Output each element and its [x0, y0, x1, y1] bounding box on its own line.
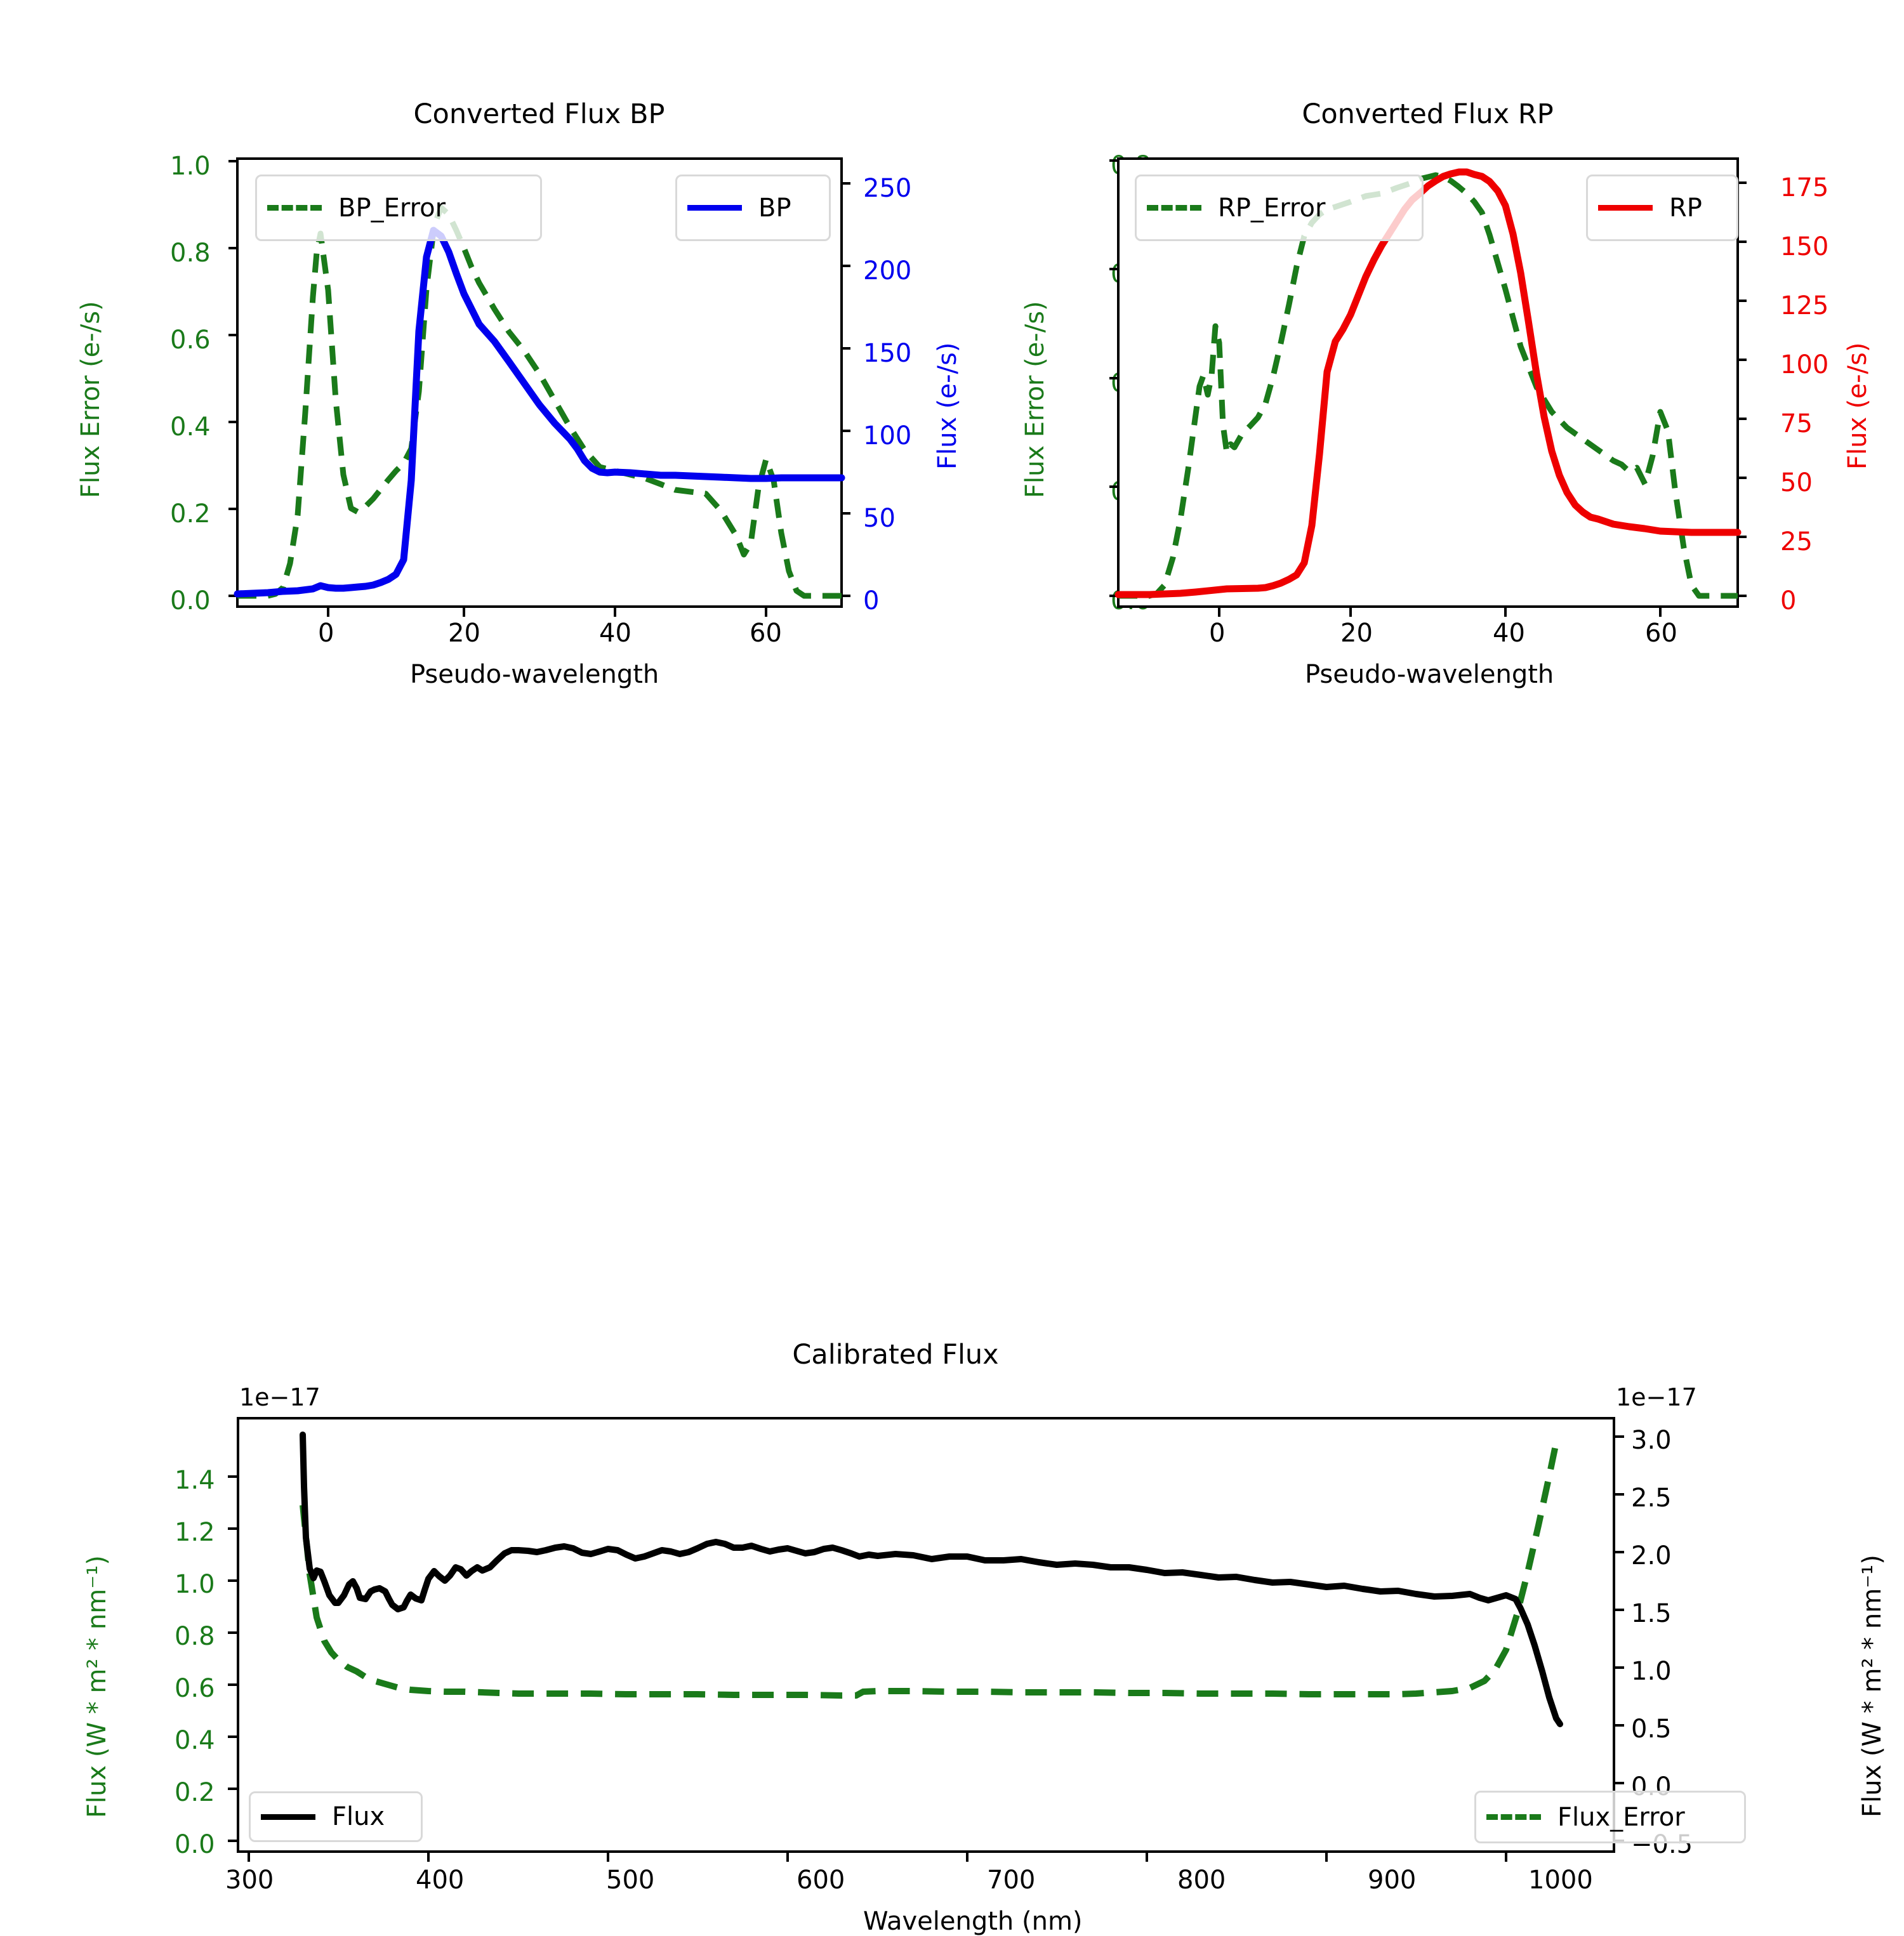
calibrated-ytick-left-1: 0.2 [175, 1778, 215, 1807]
calibrated-flux-legend-label: Flux [332, 1802, 385, 1831]
rp-xtick-2: 40 [1493, 619, 1525, 648]
bp-flux-legend-label: BP [758, 193, 791, 223]
rp-ytick-right-5: 125 [1780, 291, 1829, 320]
calibrated-legend-flux[interactable]: Flux [249, 1791, 423, 1842]
rp-legend-flux[interactable]: RP [1586, 175, 1738, 241]
bp-ylabel-left: Flux Error (e-/s) [76, 301, 105, 498]
bp-flux-curve [234, 227, 845, 598]
calibrated-xlabel: Wavelength (nm) [863, 1907, 1083, 1936]
calibrated-offset-left: 1e−17 [239, 1383, 321, 1411]
calibrated-ytick-left-5: 1.0 [175, 1570, 215, 1599]
rp-ytick-right-3: 75 [1780, 409, 1813, 438]
calibrated-ytick-right-4: 1.5 [1631, 1599, 1672, 1628]
bp-ytick-left-1: 0.2 [170, 499, 211, 529]
calibrated-xtick-3: 600 [797, 1866, 845, 1895]
bp-ytick-left-3: 0.6 [170, 326, 211, 355]
rp-ylabel-left: Flux Error (e-/s) [1021, 301, 1050, 498]
calibrated-xtick-5: 800 [1177, 1866, 1226, 1895]
bp-xtick-1: 20 [448, 619, 480, 648]
bp-xtick-0: 0 [318, 619, 334, 648]
rp-flux-legend-swatch [1598, 205, 1653, 211]
panel-converted-flux-bp: Converted Flux BP Flux Error (e-/s) Flux… [0, 0, 962, 689]
calibrated-flux-error-legend-label: Flux_Error [1557, 1802, 1685, 1832]
bp-xtick-3: 60 [750, 619, 782, 648]
calibrated-ytick-left-6: 1.2 [175, 1518, 215, 1547]
rp-xtick-3: 60 [1645, 619, 1677, 648]
calibrated-flux-legend-swatch [261, 1814, 315, 1820]
calibrated-ytick-left-0: 0.0 [175, 1830, 215, 1859]
calibrated-ytick-right-2: 0.5 [1631, 1715, 1672, 1744]
rp-ytick-right-1: 25 [1780, 527, 1813, 556]
bp-ytick-left-5: 1.0 [170, 152, 211, 181]
calibrated-xtick-6: 900 [1368, 1866, 1417, 1895]
calibrated-ytick-left-4: 0.8 [175, 1622, 215, 1651]
rp-xtick-1: 20 [1340, 619, 1373, 648]
bp-ytick-right-0: 0 [863, 586, 880, 616]
bp-title: Converted Flux BP [413, 98, 665, 130]
bp-ytick-right-5: 250 [863, 174, 912, 203]
bp-flux-legend-swatch [687, 205, 742, 211]
rp-xlabel: Pseudo-wavelength [1305, 660, 1554, 689]
bp-ytick-right-1: 50 [863, 504, 896, 533]
bp-error-legend-label: BP_Error [338, 193, 446, 223]
rp-flux-legend-label: RP [1669, 193, 1702, 223]
panel-calibrated-flux: Calibrated Flux 1e−17 1e−17 Flux (W * m²… [0, 666, 1904, 1936]
bp-ytick-left-0: 0.0 [170, 586, 211, 616]
calibrated-ytick-right-6: 2.5 [1631, 1484, 1672, 1513]
rp-legend-error[interactable]: RP_Error [1135, 175, 1424, 241]
rp-ytick-right-0: 0 [1780, 586, 1797, 616]
calibrated-ytick-right-3: 1.0 [1631, 1657, 1672, 1686]
calibrated-xtick-0: 300 [225, 1866, 274, 1895]
calibrated-ylabel-right: Flux (W * m² * nm⁻¹) [1858, 1555, 1887, 1817]
rp-flux-curve [1114, 168, 1742, 598]
bp-ytick-right-2: 100 [863, 421, 912, 451]
bp-xlabel: Pseudo-wavelength [410, 660, 659, 689]
calibrated-legend-flux-error[interactable]: Flux_Error [1474, 1791, 1746, 1843]
calibrated-ytick-right-5: 2.0 [1631, 1541, 1672, 1571]
rp-title: Converted Flux RP [1302, 98, 1554, 130]
calibrated-xtick-2: 500 [606, 1866, 655, 1895]
rp-ytick-right-4: 100 [1780, 350, 1829, 379]
calibrated-xtick-1: 400 [416, 1866, 465, 1895]
rp-xtick-0: 0 [1209, 619, 1226, 648]
bp-xtick-2: 40 [599, 619, 631, 648]
calibrated-ytick-left-2: 0.4 [175, 1726, 215, 1755]
calibrated-flux-error-legend-swatch [1486, 1814, 1541, 1820]
rp-ytick-right-7: 175 [1780, 173, 1829, 202]
calibrated-xtick-4: 700 [987, 1866, 1036, 1895]
bp-error-legend-swatch [267, 205, 322, 211]
bp-ytick-right-3: 150 [863, 339, 912, 368]
calibrated-ytick-left-3: 0.6 [175, 1674, 215, 1703]
calibrated-xtick-7: 1000 [1528, 1866, 1593, 1895]
calibrated-title: Calibrated Flux [792, 1339, 999, 1371]
bp-legend-flux[interactable]: BP [675, 175, 831, 241]
calibrated-ylabel-left: Flux (W * m² * nm⁻¹) [83, 1555, 112, 1818]
bp-ytick-right-4: 200 [863, 256, 912, 286]
bp-ytick-left-2: 0.4 [170, 412, 211, 442]
rp-ylabel-right: Flux (e-/s) [1843, 342, 1872, 470]
rp-ytick-right-6: 150 [1780, 232, 1829, 261]
rp-error-legend-swatch [1147, 205, 1201, 211]
calibrated-ytick-left-7: 1.4 [175, 1466, 215, 1495]
bp-ytick-left-4: 0.8 [170, 239, 211, 268]
rp-error-legend-label: RP_Error [1218, 193, 1326, 223]
calibrated-ytick-right-7: 3.0 [1631, 1426, 1672, 1455]
bp-legend-error[interactable]: BP_Error [255, 175, 542, 241]
rp-ytick-right-2: 50 [1780, 468, 1813, 497]
panel-converted-flux-rp: Converted Flux RP Flux Error (e-/s) Flux… [952, 0, 1904, 689]
calibrated-offset-right: 1e−17 [1616, 1383, 1697, 1411]
calibrated-plot-svg [228, 1417, 1624, 1862]
